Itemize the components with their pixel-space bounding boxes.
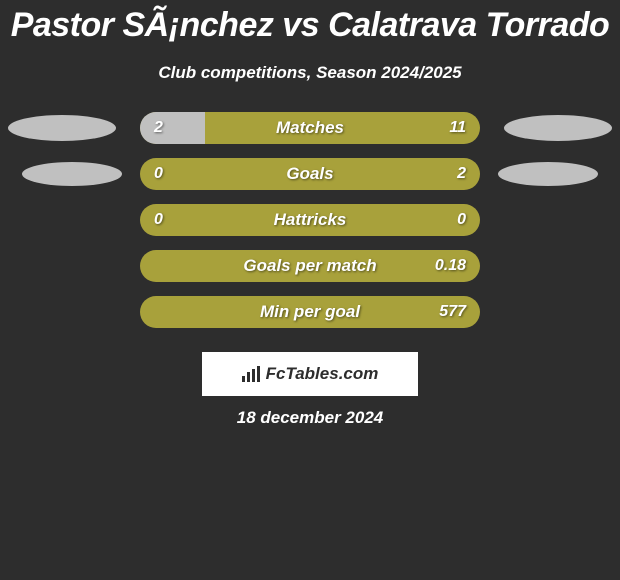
player-right-marker xyxy=(504,115,612,141)
stat-label: Hattricks xyxy=(140,210,480,230)
stat-value-left: 2 xyxy=(154,119,163,137)
stat-value-right: 2 xyxy=(457,165,466,183)
stat-row: Min per goal577 xyxy=(0,296,620,328)
stat-bar: Min per goal577 xyxy=(140,296,480,328)
stat-value-right: 0.18 xyxy=(435,257,466,275)
brand-logo-text: FcTables.com xyxy=(266,364,379,384)
page-title: Pastor SÃ¡nchez vs Calatrava Torrado xyxy=(0,6,620,45)
subtitle: Club competitions, Season 2024/2025 xyxy=(0,63,620,83)
stat-row: Hattricks0 0 xyxy=(0,204,620,236)
stat-value-right: 577 xyxy=(439,303,466,321)
player-left-marker xyxy=(8,115,116,141)
date-text: 18 december 2024 xyxy=(0,408,620,428)
stat-bar: Hattricks0 0 xyxy=(140,204,480,236)
stat-label: Matches xyxy=(140,118,480,138)
stat-row: Goals per match0.18 xyxy=(0,250,620,282)
stat-row: Matches2 11 xyxy=(0,112,620,144)
stat-label: Goals xyxy=(140,164,480,184)
brand-logo: FcTables.com xyxy=(242,364,379,384)
stat-label: Goals per match xyxy=(140,256,480,276)
player-left-marker xyxy=(22,162,122,186)
stat-bar: Goals per match0.18 xyxy=(140,250,480,282)
stat-label: Min per goal xyxy=(140,302,480,322)
stat-value-left: 0 xyxy=(154,211,163,229)
stat-bar: Goals0 2 xyxy=(140,158,480,190)
player-right-marker xyxy=(498,162,598,186)
brand-logo-box: FcTables.com xyxy=(202,352,418,396)
stat-value-right: 11 xyxy=(449,119,466,137)
stat-bar: Matches2 11 xyxy=(140,112,480,144)
stat-value-left: 0 xyxy=(154,165,163,183)
stat-value-right: 0 xyxy=(457,211,466,229)
chart-icon xyxy=(242,366,262,382)
stat-row: Goals0 2 xyxy=(0,158,620,190)
